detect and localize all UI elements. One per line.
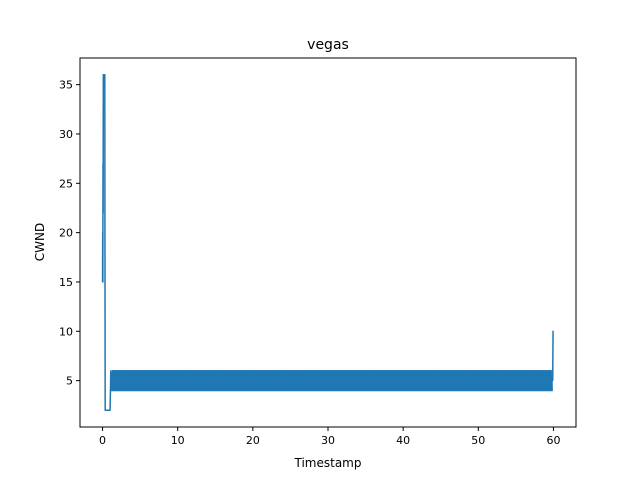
y-axis: 5 10 15 20 25 30 35 bbox=[59, 79, 80, 388]
series-line-0 bbox=[101, 74, 554, 411]
y-tick-label: 15 bbox=[59, 276, 73, 289]
x-tick-label: 30 bbox=[321, 434, 335, 447]
x-tick-label: 40 bbox=[396, 434, 410, 447]
x-tick-label: 60 bbox=[546, 434, 560, 447]
y-tick-label: 30 bbox=[59, 128, 73, 141]
x-tick-label: 0 bbox=[99, 434, 106, 447]
x-tick-label: 10 bbox=[171, 434, 185, 447]
x-axis: 0 10 20 30 40 50 60 bbox=[99, 427, 560, 447]
y-tick-label: 25 bbox=[59, 177, 73, 190]
x-tick-label: 20 bbox=[246, 434, 260, 447]
plot-area bbox=[101, 74, 554, 411]
y-tick-label: 5 bbox=[66, 375, 73, 388]
chart-title: vegas bbox=[307, 37, 349, 53]
y-tick-label: 10 bbox=[59, 325, 73, 338]
y-tick-label: 20 bbox=[59, 227, 73, 240]
y-axis-label: CWND bbox=[33, 223, 47, 261]
x-tick-label: 50 bbox=[471, 434, 485, 447]
x-axis-label: Timestamp bbox=[294, 456, 362, 470]
y-tick-label: 35 bbox=[59, 79, 73, 92]
